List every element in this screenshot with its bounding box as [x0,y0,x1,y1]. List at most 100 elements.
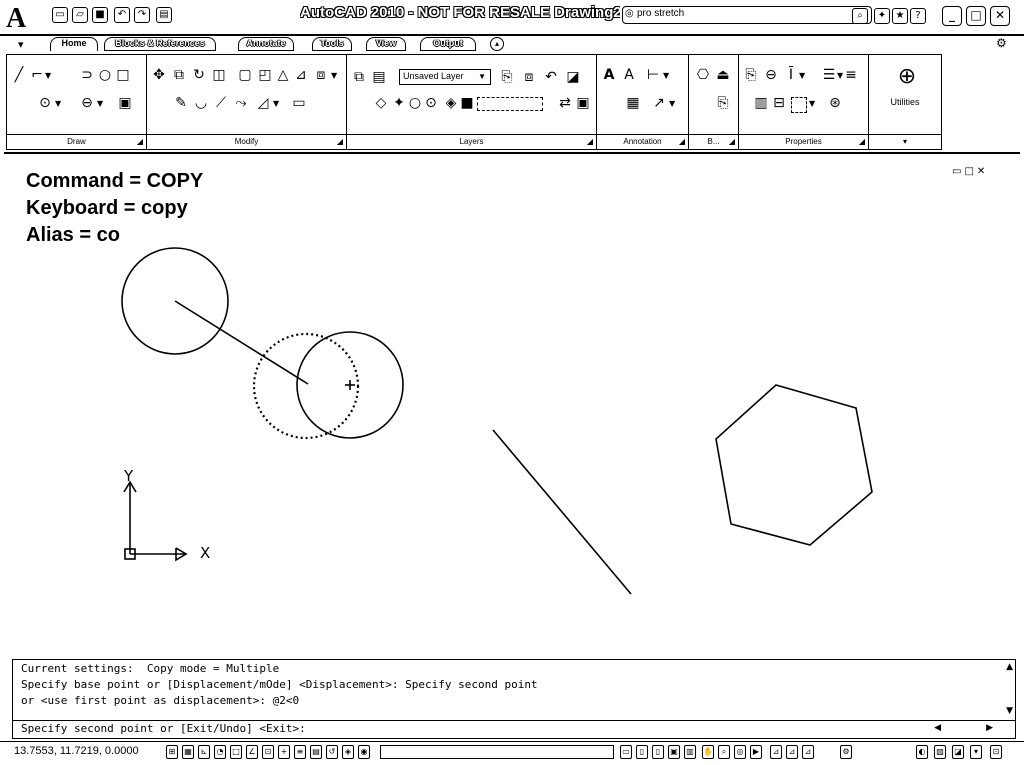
stretch-icon[interactable]: △ [277,67,289,83]
join-icon[interactable]: ⤳ [235,95,247,111]
copy-icon[interactable]: ⧉ [174,67,184,83]
scroll-up-icon[interactable]: ▲ [1006,662,1013,672]
explode-icon[interactable]: ⟋ [216,95,226,111]
pan-icon[interactable]: ✋ [702,745,714,759]
model-space-icon[interactable]: ▭ [620,745,632,759]
clean-screen-icon[interactable]: ⊡ [990,745,1002,759]
quick-view-drawings-icon[interactable]: ▥ [684,745,696,759]
zoom-icon[interactable]: ⌕ [718,745,730,759]
annotation-visibility-icon[interactable]: ⊿ [786,745,798,759]
chamfer-icon[interactable]: ◿ [257,95,269,111]
panel-expand-icon[interactable]: ◢ [678,137,685,146]
coordinates-readout[interactable]: 13.7553, 11.7219, 0.0000 [14,745,139,757]
line-icon[interactable]: ╱ [14,67,24,83]
drawing-area[interactable]: Command = COPY Keyboard = copy Alias = c… [4,152,1020,660]
showmotion-icon[interactable]: ▶ [750,745,762,759]
circle-dropdown-icon[interactable]: ▼ [55,99,62,108]
color-dropdown-icon[interactable]: ▼ [809,99,816,108]
hatch-icon[interactable]: ▣ [118,95,132,111]
layout2-icon[interactable]: ▯ [652,745,664,759]
help-icon[interactable]: ? [910,8,926,24]
break-icon[interactable]: ▭ [292,95,306,111]
panel-expand-icon[interactable]: ◢ [858,137,865,146]
undo-icon[interactable]: ↶ [114,7,130,23]
rectangle-icon[interactable]: □ [116,67,130,83]
selection-cycling-icon[interactable]: ↺ [326,745,338,759]
list-icon[interactable]: ≡ [845,67,857,83]
array-icon[interactable]: ⧈ [316,67,326,83]
dynamic-ucs-icon[interactable]: ⊡ [262,745,274,759]
create-block-icon[interactable]: ⏏ [716,67,730,83]
tab-view[interactable]: View [366,37,406,51]
scroll-right-icon[interactable]: ▶ [986,723,993,733]
ribbon-minimize-icon[interactable]: ▴ [490,37,504,51]
auto-scale-icon[interactable]: ⊿ [802,745,814,759]
match-layer-icon[interactable]: ⧈ [524,69,534,85]
move-icon[interactable]: ✥ [153,67,165,83]
layer-name-field[interactable] [477,97,543,111]
linear-dimension-icon[interactable]: ⊢ [646,67,660,83]
layer-color-icon[interactable]: ⊙ [425,95,437,111]
layout1-icon[interactable]: ▯ [636,745,648,759]
annotation-scale-icon[interactable]: ⊿ [770,745,782,759]
status-bar-menu-icon[interactable]: ▾ [970,745,982,759]
polyline-dropdown-icon[interactable]: ▼ [45,71,52,80]
maximize-button[interactable]: □ [966,6,986,26]
multiline-text-icon[interactable]: A [603,67,615,83]
panel-expand-icon[interactable]: ▾ [902,137,907,146]
redo-icon[interactable]: ↷ [134,7,150,23]
insert-block-icon[interactable]: ⎔ [696,67,710,83]
panel-expand-icon[interactable]: ◢ [136,137,143,146]
hexagon[interactable] [715,384,873,546]
quick-select-icon[interactable]: ⊛ [829,95,841,111]
new-file-icon[interactable]: ▭ [52,7,68,23]
open-file-icon[interactable]: ▱ [72,7,88,23]
app-menu-small-icon[interactable]: ▾ [18,38,24,51]
dimension-dropdown-icon[interactable]: ▼ [663,71,670,80]
tab-output[interactable]: Output [420,37,476,51]
offset-icon[interactable]: ▢ [238,67,252,83]
snap-mode-icon[interactable]: ⊞ [166,745,178,759]
lineweight-toggle-icon[interactable]: ≡ [294,745,306,759]
lineweight-icon[interactable]: Ī [788,67,794,83]
grid-display-icon[interactable]: ▦ [182,745,194,759]
search-go-icon[interactable]: ⌕ [852,8,868,24]
panel-expand-icon[interactable]: ◢ [728,137,735,146]
quick-view-icon[interactable]: ▣ [668,745,680,759]
object-snap-icon[interactable]: □ [230,745,242,759]
circle-center-icon[interactable]: ⊙ [39,95,51,111]
layer-merge-icon[interactable]: ⇄ [559,95,571,111]
dynamic-input-icon[interactable]: + [278,745,290,759]
tab-annotate[interactable]: Annotate [238,37,294,51]
panel-expand-icon[interactable]: ◢ [336,137,343,146]
linetype-dropdown-icon[interactable]: ▼ [837,71,844,80]
communication-center-icon[interactable]: ★ [892,8,908,24]
layer-select[interactable]: Unsaved Layer ▼ [399,69,491,85]
scroll-left-icon[interactable]: ◀ [934,723,941,733]
close-button[interactable]: ✕ [990,6,1010,26]
steering-wheel-icon[interactable]: ◎ [734,745,746,759]
array-dropdown-icon[interactable]: ▼ [331,71,338,80]
layer-isolate-icon[interactable]: ◪ [566,69,580,85]
hardware-acceleration-icon[interactable]: ▨ [934,745,946,759]
command-line-input[interactable]: Specify second point or [Exit/Undo] <Exi… [13,720,1015,738]
match-properties-icon[interactable]: ⎘ [745,67,757,83]
rotate-icon[interactable]: ↻ [193,67,205,83]
layer-state-icon[interactable]: ▤ [372,69,386,85]
minimize-button[interactable]: _ [942,6,962,26]
original-circle[interactable] [121,247,229,355]
utilities-label[interactable]: Utilities [890,97,920,107]
quick-properties-icon[interactable]: ▤ [310,745,322,759]
measure-utilities-icon[interactable]: ⊕ [897,64,917,89]
single-line-text-icon[interactable]: A [624,67,634,83]
subscription-center-icon[interactable]: ✦ [874,8,890,24]
copied-circle[interactable] [296,331,404,439]
mirror-icon[interactable]: ◫ [212,67,226,83]
annotation-monitor-icon[interactable]: ◉ [358,745,370,759]
3d-osnap-icon[interactable]: ◈ [342,745,354,759]
workspace-switching-icon[interactable]: ⚙ [840,745,852,759]
toolbar-lock-icon[interactable]: ◐ [916,745,928,759]
circle-icon[interactable]: ○ [98,67,112,83]
search-input[interactable]: ◎ pro stretch [622,6,872,24]
ellipse-dropdown-icon[interactable]: ▼ [97,99,104,108]
